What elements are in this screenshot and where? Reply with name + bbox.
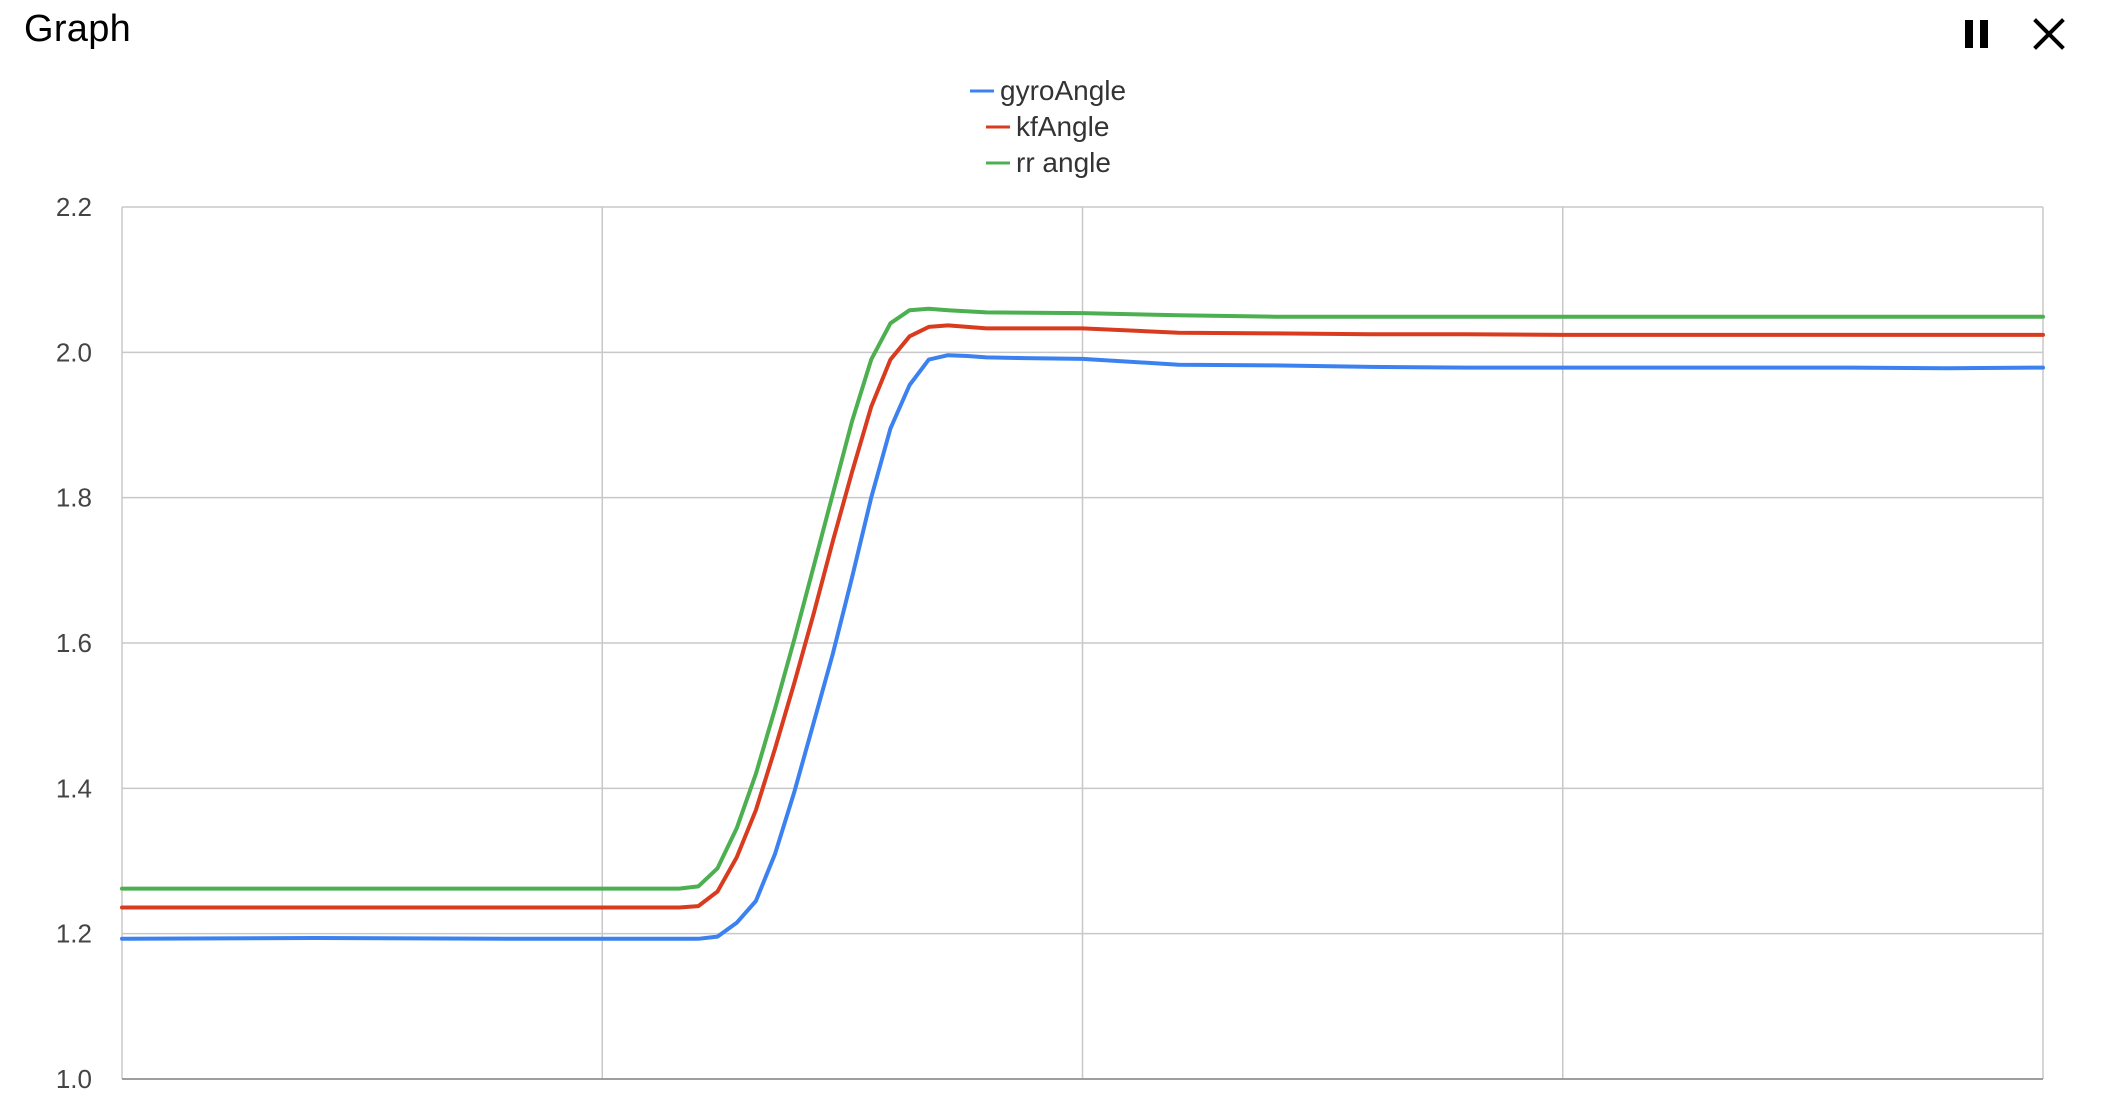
- title-bar: Graph: [0, 0, 2125, 70]
- pause-icon: [1965, 20, 1988, 48]
- y-tick-label: 1.8: [56, 483, 92, 513]
- y-tick-label: 2.2: [56, 192, 92, 222]
- legend-label: kfAngle: [1016, 111, 1109, 142]
- y-tick-label: 1.0: [56, 1064, 92, 1094]
- y-tick-label: 1.6: [56, 628, 92, 658]
- legend-label: gyroAngle: [1000, 75, 1126, 106]
- series-line-rr-angle: [120, 306, 2045, 891]
- y-axis-ticks: 1.0 1.2 1.4 1.6 1.8 2.0 2.2: [56, 192, 92, 1094]
- legend-item: gyroAngle: [970, 75, 1126, 106]
- chart-legend: gyroAngle kfAngle rr angle: [970, 75, 1126, 178]
- line-chart: gyroAngle kfAngle rr angle 1.0 1.2 1.4 1.6 1.8…: [56, 75, 2045, 1094]
- chart-grid: [121, 206, 2044, 1080]
- y-tick-label: 2.0: [56, 337, 92, 367]
- page-title: Graph: [24, 8, 132, 50]
- close-button[interactable]: [2027, 12, 2071, 56]
- series-line-gyroangle: [120, 353, 2045, 941]
- pause-button[interactable]: [1955, 12, 1999, 56]
- legend-item: rr angle: [986, 147, 1111, 178]
- legend-item: kfAngle: [986, 111, 1109, 142]
- y-tick-label: 1.4: [56, 773, 92, 803]
- legend-label: rr angle: [1016, 147, 1111, 178]
- series-line-kfangle: [120, 323, 2045, 910]
- y-tick-label: 1.2: [56, 919, 92, 949]
- chart-area: gyroAngle kfAngle rr angle 1.0 1.2 1.4 1.6 1.8…: [0, 70, 2125, 1103]
- close-icon: [2033, 18, 2065, 50]
- chart-series: [120, 306, 2045, 941]
